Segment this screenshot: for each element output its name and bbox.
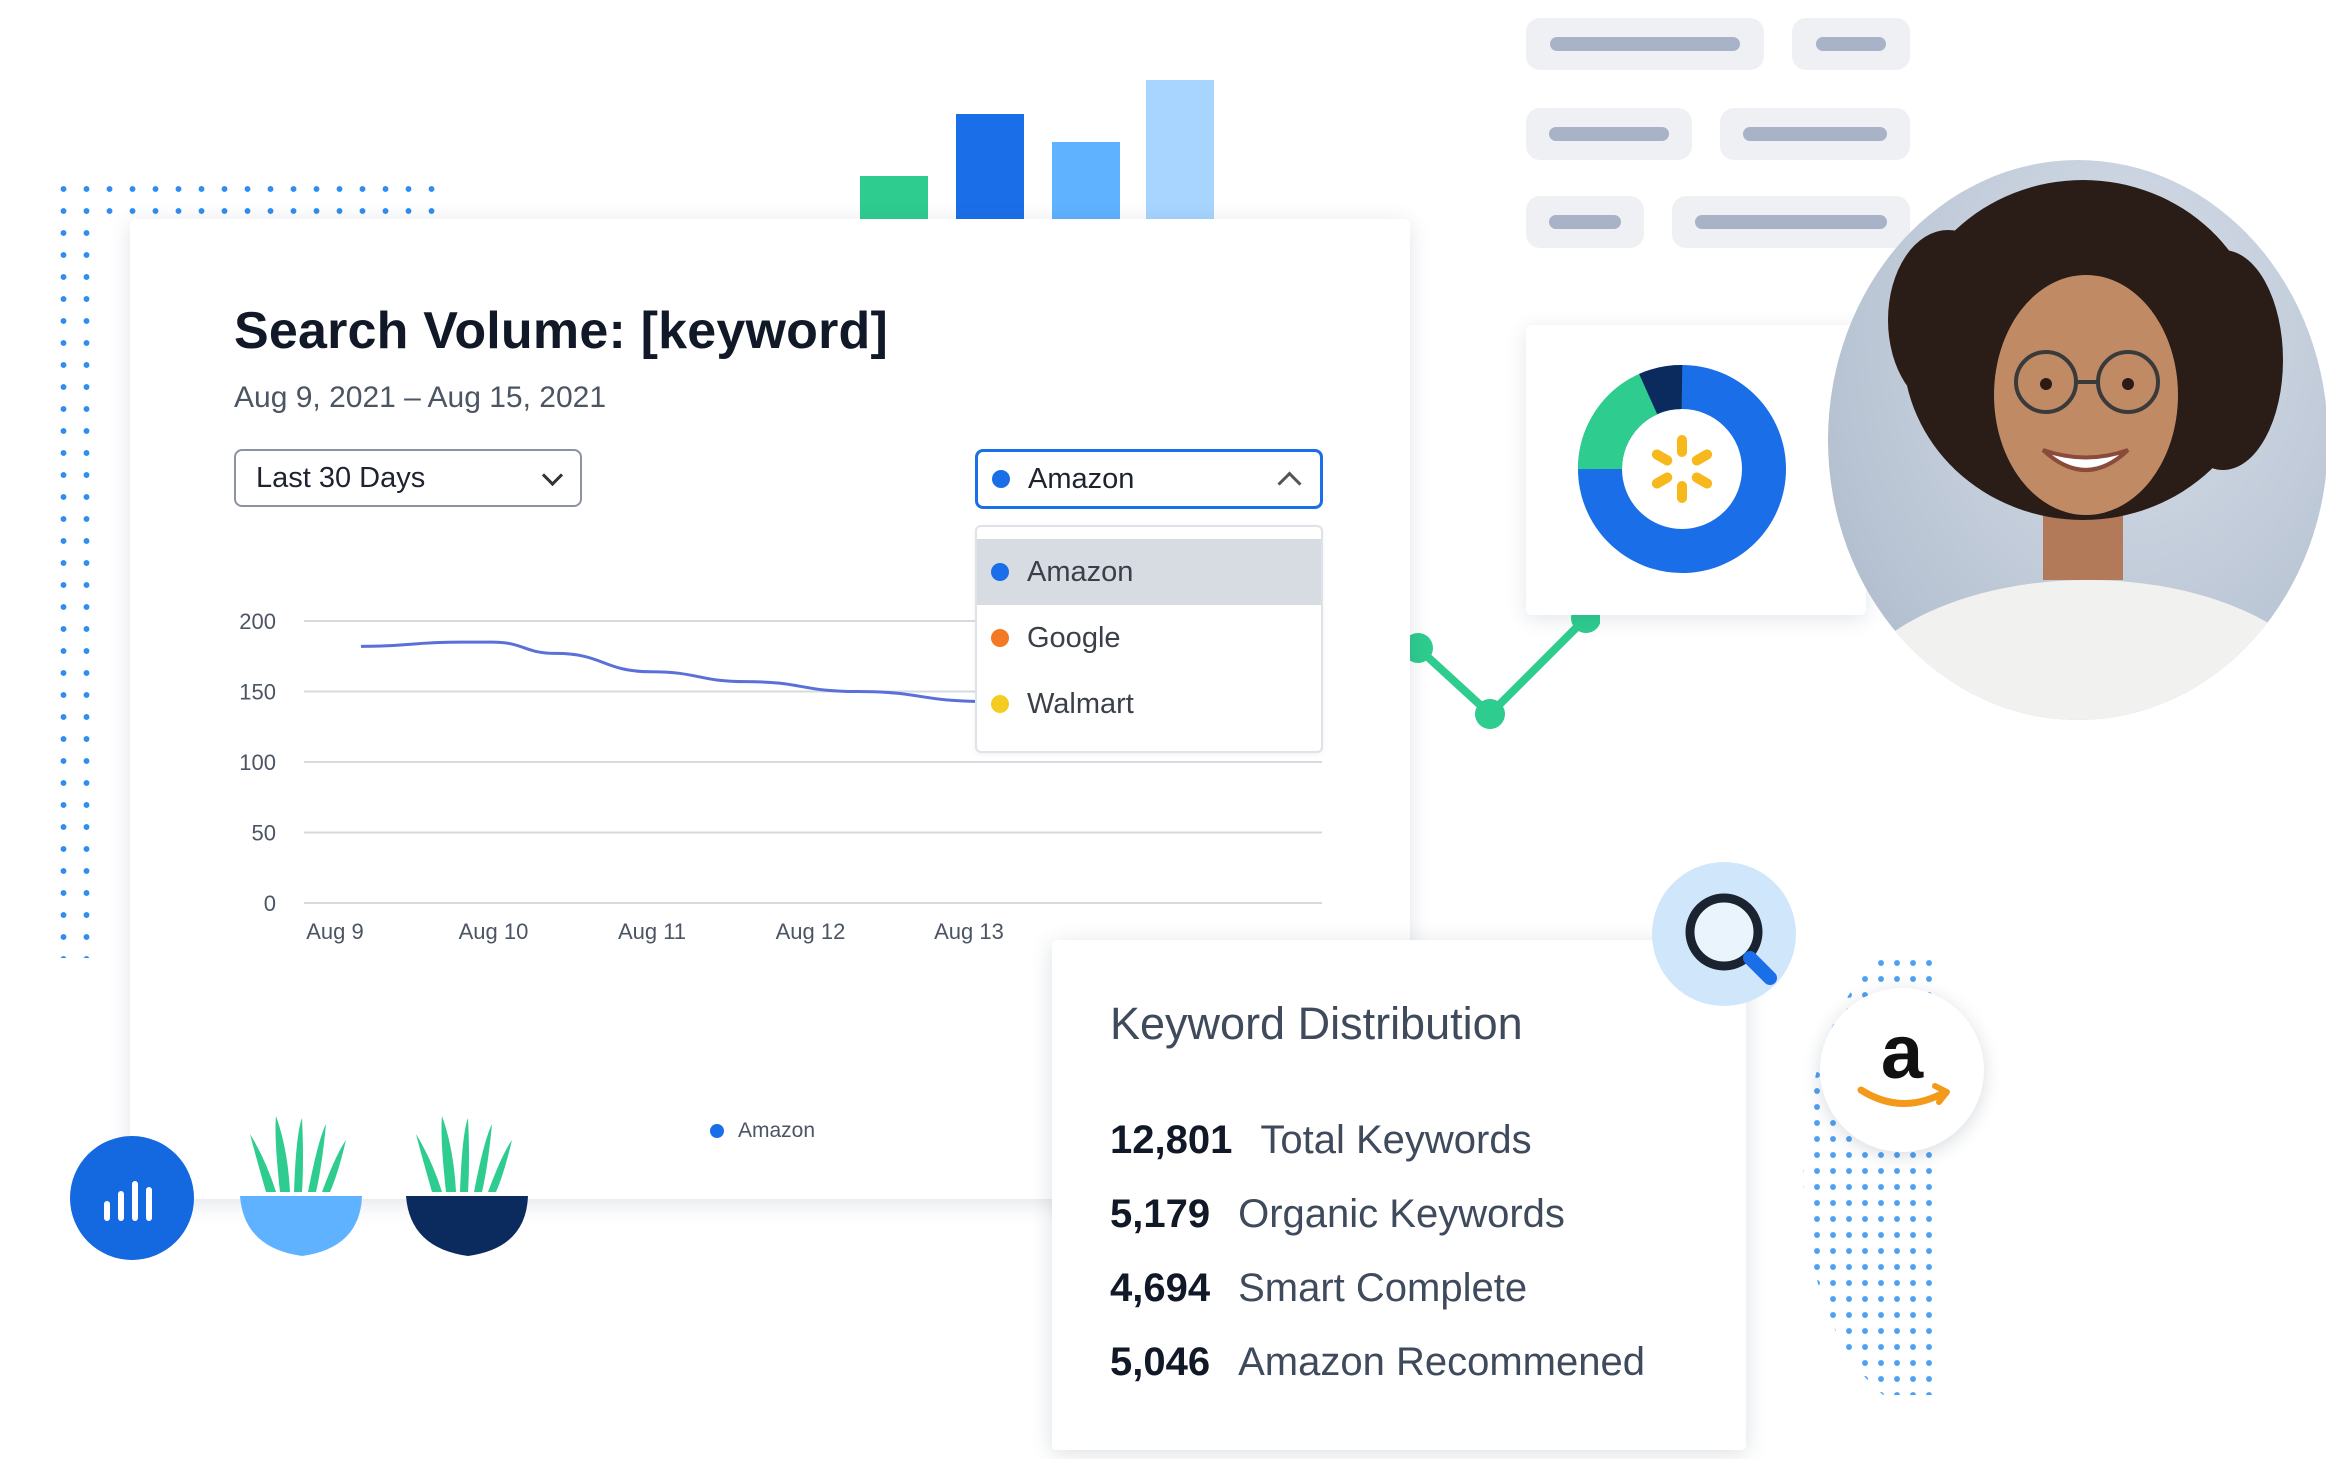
dropdown-option-google[interactable]: Google <box>977 605 1321 671</box>
keyword-stat-row: 5,179 Organic Keywords <box>1110 1192 1565 1237</box>
keyword-count: 5,179 <box>1110 1192 1211 1236</box>
decorative-bar <box>1146 80 1214 221</box>
legend-dot <box>710 1124 724 1138</box>
decorative-bar <box>1052 142 1120 221</box>
x-tick-label: Aug 11 <box>618 919 686 944</box>
walmart-color-dot <box>991 695 1009 713</box>
amazon-color-dot <box>991 563 1009 581</box>
user-avatar <box>1828 160 2326 720</box>
keyword-label: Amazon Recommened <box>1238 1340 1645 1384</box>
dropdown-option-walmart[interactable]: Walmart <box>977 671 1321 737</box>
placeholder-tag <box>1672 196 1910 248</box>
dropdown-option-label: Amazon <box>1027 555 1134 588</box>
date-range-select[interactable]: Last 30 Days <box>234 449 582 507</box>
svg-text:a: a <box>1881 1020 1924 1095</box>
x-tick-label: Aug 9 <box>306 919 364 944</box>
dropdown-option-label: Walmart <box>1027 687 1134 720</box>
donut-chart <box>1577 365 1786 573</box>
placeholder-tag <box>1526 196 1644 248</box>
plant-icon <box>406 1116 528 1256</box>
donut-card <box>1526 325 1866 615</box>
source-select-value: Amazon <box>1028 462 1135 495</box>
keyword-distribution-card: Keyword Distribution 12,801 Total Keywor… <box>1052 940 1746 1450</box>
search-bubble[interactable] <box>1652 862 1796 1006</box>
amazon-bubble: a <box>1820 988 1984 1152</box>
chart-legend: Amazon <box>710 1119 815 1143</box>
y-tick-label: 150 <box>239 680 276 705</box>
analytics-button[interactable] <box>70 1136 194 1260</box>
keyword-count: 5,046 <box>1110 1340 1211 1384</box>
x-tick-label: Aug 12 <box>776 919 846 944</box>
keyword-stat-row: 5,046 Amazon Recommened <box>1110 1340 1645 1385</box>
placeholder-tag <box>1526 18 1764 70</box>
keyword-label: Total Keywords <box>1260 1118 1532 1162</box>
source-dropdown-menu: Amazon Google Walmart <box>975 525 1323 753</box>
magnifier-icon <box>1685 893 1777 985</box>
date-range-text: Aug 9, 2021 – Aug 15, 2021 <box>234 381 606 414</box>
decorative-bar-chart <box>860 76 1220 221</box>
y-tick-label: 0 <box>264 891 276 916</box>
date-range-select-value: Last 30 Days <box>256 461 426 494</box>
keyword-count: 12,801 <box>1110 1118 1233 1162</box>
placeholder-tag <box>1720 108 1910 160</box>
keyword-stat-row: 4,694 Smart Complete <box>1110 1266 1527 1311</box>
walmart-spark-icon <box>1651 435 1713 503</box>
keyword-distribution-title: Keyword Distribution <box>1110 998 1523 1049</box>
x-tick-label: Aug 13 <box>934 919 1004 944</box>
dropdown-option-label: Google <box>1027 621 1121 654</box>
y-tick-label: 50 <box>252 821 276 846</box>
amazon-color-dot <box>992 470 1010 488</box>
bar-chart-icon <box>104 1181 152 1221</box>
legend-label: Amazon <box>738 1119 816 1142</box>
decorative-bar <box>956 114 1024 221</box>
source-select[interactable]: Amazon <box>975 449 1323 509</box>
placeholder-tag <box>1792 18 1910 70</box>
keyword-stat-row: 12,801 Total Keywords <box>1110 1118 1532 1163</box>
google-color-dot <box>991 629 1009 647</box>
amazon-logo: a <box>1857 1020 1950 1107</box>
plant-icon <box>240 1116 362 1256</box>
search-volume-card: Search Volume: [keyword] Aug 9, 2021 – A… <box>130 219 1410 1199</box>
decorative-bar <box>860 176 928 221</box>
series-line-amazon <box>360 640 984 703</box>
placeholder-tag <box>1526 108 1692 160</box>
chevron-down-icon <box>541 464 564 486</box>
keyword-label: Smart Complete <box>1238 1266 1528 1310</box>
y-tick-label: 200 <box>239 609 276 634</box>
page-title: Search Volume: [keyword] <box>234 302 889 360</box>
y-tick-label: 100 <box>239 750 276 775</box>
keyword-label: Organic Keywords <box>1238 1192 1565 1236</box>
chevron-up-icon <box>1277 470 1302 496</box>
dropdown-option-amazon[interactable]: Amazon <box>977 539 1321 605</box>
keyword-count: 4,694 <box>1110 1266 1211 1310</box>
x-tick-label: Aug 10 <box>459 919 529 944</box>
